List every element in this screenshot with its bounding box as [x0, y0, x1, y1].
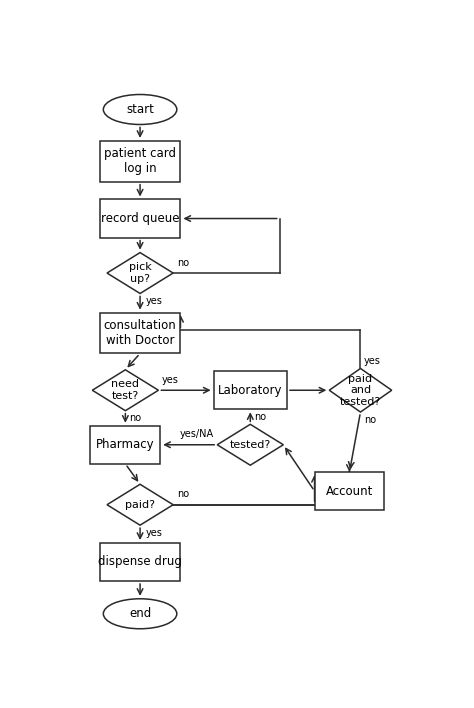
Text: no: no [254, 412, 266, 422]
Text: yes: yes [162, 375, 179, 385]
FancyBboxPatch shape [213, 371, 287, 409]
Text: paid
and
tested?: paid and tested? [340, 374, 381, 407]
Text: consultation
with Doctor: consultation with Doctor [104, 319, 176, 347]
Text: end: end [129, 607, 151, 620]
Text: yes: yes [146, 528, 163, 538]
Text: dispense drug: dispense drug [98, 556, 182, 569]
Text: yes: yes [146, 296, 163, 306]
Ellipse shape [103, 94, 177, 125]
Text: tested?: tested? [229, 440, 271, 450]
Polygon shape [107, 253, 173, 294]
Text: yes/NA: yes/NA [180, 429, 213, 439]
FancyBboxPatch shape [100, 312, 181, 353]
Text: start: start [126, 103, 154, 116]
Text: Pharmacy: Pharmacy [96, 438, 155, 451]
FancyBboxPatch shape [315, 472, 384, 510]
Text: yes: yes [364, 355, 381, 366]
Text: record queue: record queue [101, 212, 179, 225]
Text: Account: Account [326, 484, 373, 498]
FancyBboxPatch shape [100, 543, 181, 581]
Text: no: no [364, 415, 376, 425]
Polygon shape [217, 424, 283, 465]
Text: need
test?: need test? [111, 379, 139, 401]
Ellipse shape [103, 599, 177, 629]
Text: paid?: paid? [125, 500, 155, 510]
Polygon shape [107, 484, 173, 525]
Polygon shape [92, 370, 158, 411]
Text: patient card
log in: patient card log in [104, 147, 176, 176]
Text: pick
up?: pick up? [129, 262, 151, 284]
Text: no: no [177, 258, 189, 268]
Text: no: no [129, 413, 141, 423]
Polygon shape [329, 368, 392, 412]
FancyBboxPatch shape [100, 141, 181, 182]
Text: no: no [177, 489, 189, 499]
FancyBboxPatch shape [91, 426, 160, 464]
FancyBboxPatch shape [100, 200, 181, 238]
Text: Laboratory: Laboratory [218, 384, 283, 396]
